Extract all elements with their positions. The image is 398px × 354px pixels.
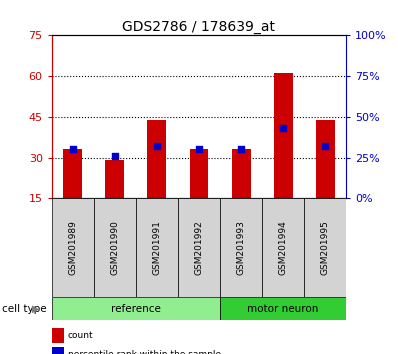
Point (196, 147, 202, 152)
Bar (147, 120, 166, 198)
Title: GDS2786 / 178639_at: GDS2786 / 178639_at (123, 21, 275, 34)
Text: GSM201994: GSM201994 (279, 221, 288, 275)
Text: GSM201989: GSM201989 (68, 220, 77, 275)
Bar (262, 198, 304, 297)
Text: cell type: cell type (2, 304, 47, 314)
Bar (136, 198, 178, 297)
Bar (189, 149, 209, 198)
Bar (63, 149, 82, 198)
Bar (52, 328, 64, 343)
Text: motor neuron: motor neuron (248, 304, 319, 314)
Text: GSM201992: GSM201992 (195, 221, 203, 275)
Bar (220, 198, 262, 297)
Text: reference: reference (111, 304, 161, 314)
Bar (274, 73, 293, 198)
Text: GSM201991: GSM201991 (152, 220, 162, 275)
Bar (178, 198, 220, 297)
Text: GSM201990: GSM201990 (110, 220, 119, 275)
Bar (220, 297, 346, 320)
Bar (232, 149, 250, 198)
Point (112, 153, 118, 159)
Text: percentile rank within the sample: percentile rank within the sample (68, 350, 221, 354)
Bar (105, 160, 124, 198)
Bar (94, 198, 136, 297)
Bar (304, 198, 346, 297)
Text: count: count (68, 331, 94, 340)
Point (70, 147, 76, 152)
Point (238, 147, 244, 152)
Bar (52, 347, 64, 354)
Bar (52, 198, 94, 297)
Point (280, 125, 286, 131)
Point (322, 143, 328, 149)
Point (154, 143, 160, 149)
Text: GSM201993: GSM201993 (236, 220, 246, 275)
Bar (52, 297, 220, 320)
Text: ▶: ▶ (32, 304, 39, 314)
Text: GSM201995: GSM201995 (321, 220, 330, 275)
Bar (316, 120, 335, 198)
